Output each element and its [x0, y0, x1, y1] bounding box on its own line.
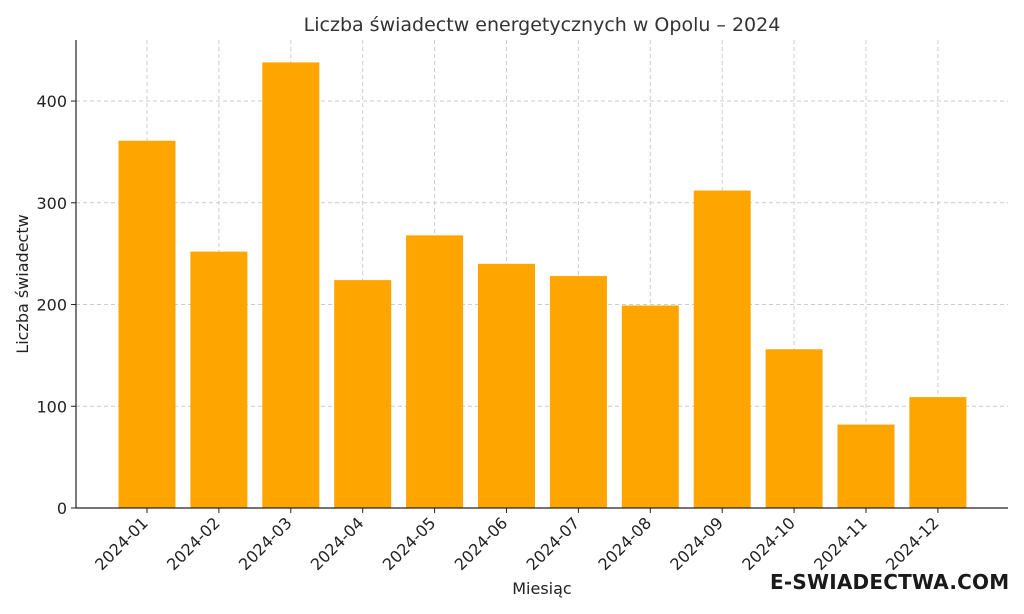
y-tick-label: 100: [36, 397, 67, 416]
watermark-text: E-SWIADECTWA.COM: [770, 570, 1010, 594]
bar-2024-04: [334, 280, 392, 508]
y-tick-label: 0: [57, 499, 67, 518]
watermark-logo: E-SWIADECTWA.COM: [770, 570, 1009, 594]
y-tick-label: 200: [36, 296, 67, 315]
bar-2024-02: [190, 251, 248, 509]
x-tick-label: 2024-07: [523, 513, 584, 574]
x-tick-label: 2024-05: [379, 513, 440, 574]
x-ticks: 2024-01 2024-02 2024-03 2024-04 2024-05 2024-…: [91, 508, 943, 574]
axes: [75, 40, 1008, 509]
bar-2024-07: [549, 276, 607, 508]
bar-2024-06: [478, 263, 535, 508]
x-tick-label: 2024-09: [666, 513, 727, 574]
x-tick-label: 2024-03: [235, 513, 296, 574]
x-tick-label: 2024-08: [594, 513, 655, 574]
bar-2024-10: [765, 349, 823, 508]
y-tick-label: 300: [36, 194, 67, 213]
x-tick-label: 2024-12: [882, 513, 943, 574]
x-axis-label: Miesiąc: [512, 579, 571, 598]
bar-2024-11: [837, 424, 895, 508]
bar-2024-08: [621, 305, 679, 508]
bar-2024-09: [693, 190, 751, 508]
x-tick-label: 2024-01: [91, 513, 152, 574]
bar-2024-03: [262, 62, 320, 509]
bars: [118, 62, 967, 509]
y-axis-label: Liczba świadectw: [13, 214, 32, 353]
bar-2024-12: [909, 397, 967, 508]
y-ticks: 0 100 200 300 400: [36, 92, 76, 518]
bar-2024-01: [118, 140, 176, 508]
bar-2024-05: [406, 235, 464, 509]
x-tick-label: 2024-06: [451, 513, 512, 574]
x-tick-label: 2024-10: [738, 513, 799, 574]
x-tick-label: 2024-11: [810, 513, 871, 574]
x-tick-label: 2024-04: [307, 513, 368, 574]
x-tick-label: 2024-02: [163, 513, 224, 574]
y-tick-label: 400: [36, 92, 67, 111]
chart-title: Liczba świadectw energetycznych w Opolu …: [304, 14, 781, 36]
